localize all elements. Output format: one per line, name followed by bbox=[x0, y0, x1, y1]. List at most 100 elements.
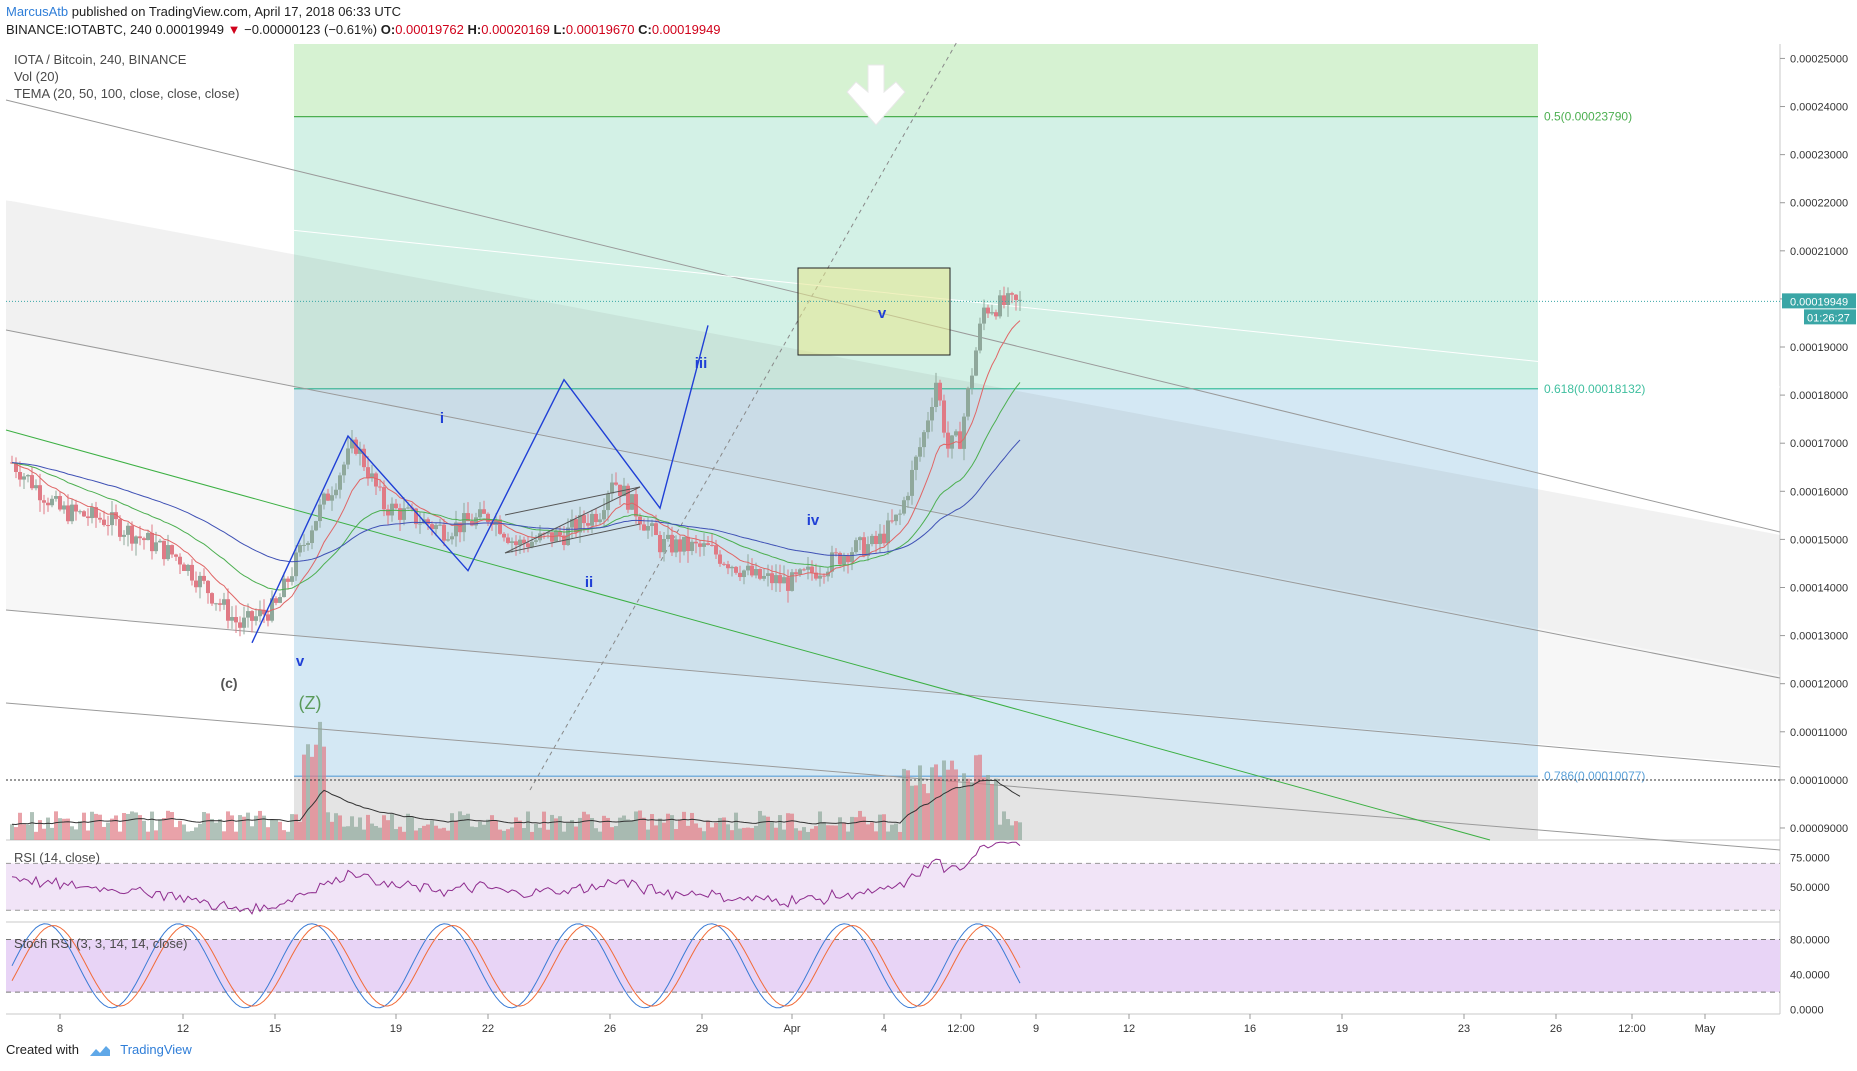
candle-body bbox=[86, 516, 90, 519]
volume-bar bbox=[550, 814, 554, 840]
wave-count-line bbox=[251, 325, 709, 644]
candle bbox=[750, 558, 754, 578]
price-tick-label: 0.00012000 bbox=[1790, 679, 1848, 691]
candle-body bbox=[362, 448, 366, 468]
volume-bar bbox=[454, 820, 458, 840]
candle bbox=[986, 304, 990, 318]
volume-bar bbox=[486, 819, 490, 840]
volume-bar bbox=[26, 824, 30, 840]
candle-body bbox=[394, 503, 398, 509]
candle bbox=[514, 535, 518, 556]
candle bbox=[862, 532, 866, 558]
volume-bar bbox=[790, 813, 794, 840]
candle-body bbox=[886, 520, 890, 544]
candle bbox=[330, 486, 334, 511]
time-tick-label: 4 bbox=[881, 1023, 887, 1035]
volume-bar bbox=[730, 830, 734, 840]
volume-bar bbox=[958, 788, 962, 840]
volume-bar bbox=[482, 824, 486, 840]
candle-body bbox=[814, 572, 818, 579]
volume-bar bbox=[914, 785, 918, 840]
volume-bar bbox=[238, 815, 242, 840]
volume-bar bbox=[802, 827, 806, 840]
candle bbox=[454, 510, 458, 547]
candle-body bbox=[610, 482, 614, 494]
candle-body bbox=[122, 534, 126, 537]
candle bbox=[710, 533, 714, 547]
candle bbox=[526, 535, 530, 553]
candle bbox=[730, 565, 734, 577]
candle-body bbox=[942, 400, 946, 433]
candle bbox=[222, 592, 226, 610]
volume-bar bbox=[1014, 821, 1018, 840]
volume-bar bbox=[122, 812, 126, 840]
close-value: 0.00019949 bbox=[651, 22, 721, 37]
candle bbox=[374, 471, 378, 496]
candle-body bbox=[190, 564, 194, 581]
volume-bar bbox=[242, 816, 246, 840]
volume-bar bbox=[406, 813, 410, 840]
chart-canvas[interactable]: 0.5(0.00023790) 0.618(0.00018132) 0.786(0.… bbox=[0, 0, 1857, 1040]
volume-bar bbox=[754, 825, 758, 840]
candle-body bbox=[106, 525, 110, 527]
candle-body bbox=[234, 617, 238, 623]
volume-bar bbox=[182, 824, 186, 840]
candle-body bbox=[646, 525, 650, 531]
last-price-badge bbox=[1782, 293, 1856, 309]
candle bbox=[242, 606, 246, 635]
candle-body bbox=[246, 611, 250, 618]
time-tick-label: 12 bbox=[1123, 1023, 1135, 1035]
candle-body bbox=[786, 577, 790, 591]
candle-body bbox=[846, 556, 850, 563]
candle-body bbox=[346, 448, 350, 465]
volume-bar bbox=[206, 813, 210, 840]
candle bbox=[398, 503, 402, 531]
time-tick-label: 9 bbox=[1033, 1023, 1039, 1035]
candle bbox=[974, 347, 978, 377]
candle bbox=[426, 517, 430, 530]
wave-label: v bbox=[878, 305, 887, 322]
volume-bar bbox=[354, 826, 358, 840]
volume-bar bbox=[266, 827, 270, 840]
volume-bar bbox=[362, 829, 366, 840]
candle-body bbox=[214, 603, 218, 605]
candle-body bbox=[614, 482, 618, 485]
fib-label: 0.786(0.00010077) bbox=[1544, 769, 1645, 783]
volume-bar bbox=[446, 830, 450, 840]
candle-body bbox=[714, 545, 718, 555]
volume-bar bbox=[806, 831, 810, 840]
candle-body bbox=[718, 554, 722, 564]
volume-bar bbox=[54, 811, 58, 840]
candle bbox=[74, 499, 78, 521]
candle bbox=[154, 531, 158, 554]
volume-bar bbox=[462, 815, 466, 840]
volume-bar bbox=[70, 826, 74, 840]
volume-bar bbox=[66, 818, 70, 840]
volume-bar bbox=[62, 818, 66, 840]
candle bbox=[690, 539, 694, 556]
candle-body bbox=[678, 539, 682, 552]
candle-body bbox=[894, 514, 898, 522]
candle-body bbox=[754, 569, 758, 576]
candle bbox=[226, 588, 230, 629]
volume-bar bbox=[634, 811, 638, 840]
volume-bar bbox=[326, 812, 330, 840]
candle bbox=[214, 602, 218, 611]
author-link[interactable]: MarcusAtb bbox=[6, 4, 69, 19]
close-label: C: bbox=[638, 22, 652, 37]
volume-bar bbox=[974, 755, 978, 840]
price-tick-label: 0.00009000 bbox=[1790, 823, 1848, 835]
volume-bar bbox=[90, 811, 94, 840]
volume-bar bbox=[902, 768, 906, 840]
footer-brand[interactable]: TradingView bbox=[120, 1042, 192, 1057]
candle-body bbox=[266, 614, 270, 621]
candle-body bbox=[1010, 293, 1014, 295]
candle-body bbox=[738, 572, 742, 578]
volume-bar bbox=[382, 815, 386, 840]
candle-body bbox=[434, 525, 438, 530]
candle-body bbox=[334, 489, 338, 496]
candle bbox=[174, 553, 178, 562]
volume-bar bbox=[990, 784, 994, 840]
candle bbox=[506, 533, 510, 545]
candle bbox=[302, 534, 306, 552]
